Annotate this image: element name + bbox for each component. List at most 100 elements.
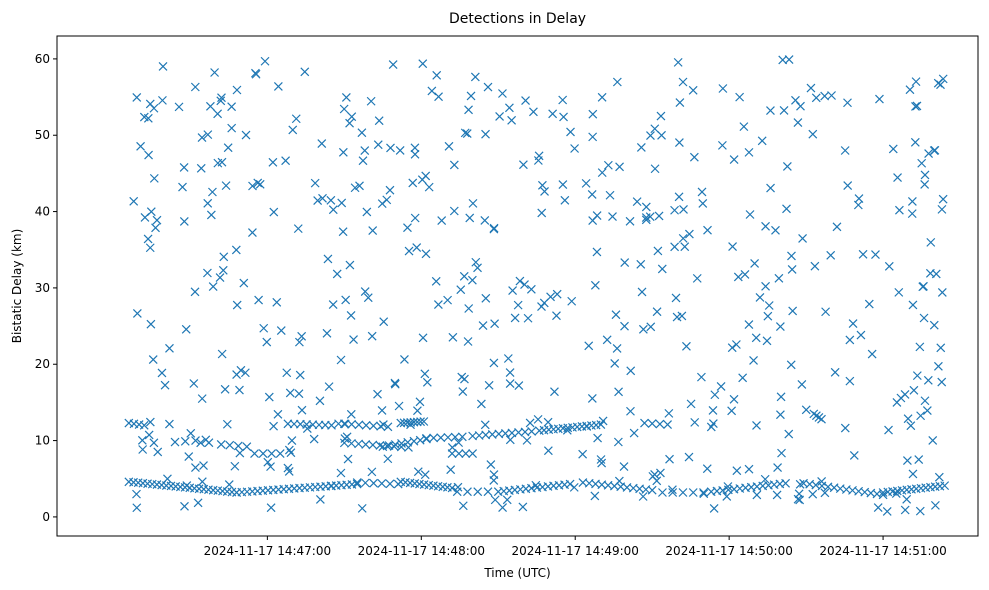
data-point [667, 485, 677, 495]
data-point [732, 466, 742, 476]
data-point [647, 419, 657, 428]
data-point [853, 200, 863, 210]
data-point [907, 209, 917, 219]
data-point [526, 284, 536, 294]
data-point [777, 448, 786, 458]
data-point [849, 450, 859, 460]
data-point [794, 489, 804, 499]
data-point [221, 181, 231, 191]
data-point [164, 419, 174, 429]
data-point [751, 333, 761, 343]
data-point [420, 369, 430, 379]
data-point [797, 380, 807, 389]
data-point [760, 474, 770, 484]
data-point [723, 482, 733, 491]
data-point [727, 406, 737, 416]
data-point [152, 215, 162, 225]
data-point [349, 335, 358, 345]
data-point [929, 320, 939, 330]
data-point [178, 182, 187, 192]
data-point [864, 299, 874, 309]
x-tick-label: 2024-11-17 14:47:00 [204, 544, 331, 558]
data-point [810, 261, 820, 271]
data-point [375, 440, 385, 450]
data-point [893, 173, 902, 183]
data-point [840, 423, 850, 433]
data-point [242, 442, 252, 452]
data-point [273, 82, 283, 91]
data-point [248, 228, 257, 237]
data-point [830, 367, 840, 377]
data-point [679, 205, 688, 214]
data-point [460, 374, 469, 384]
data-point [272, 297, 282, 307]
data-point [197, 477, 207, 487]
data-point [327, 481, 336, 491]
data-point [230, 461, 240, 471]
data-point [513, 300, 523, 310]
data-point [787, 251, 796, 261]
data-point [149, 103, 159, 113]
data-point [367, 331, 377, 341]
data-point [473, 263, 482, 273]
data-point [597, 92, 607, 102]
data-point [250, 449, 259, 458]
data-point [143, 234, 153, 244]
data-point [184, 452, 194, 461]
data-point [674, 192, 684, 202]
data-point [286, 448, 296, 458]
data-point [680, 242, 690, 252]
data-point [652, 476, 662, 486]
data-point [919, 313, 929, 323]
data-point [318, 193, 327, 203]
data-point [717, 140, 727, 150]
data-point [137, 435, 147, 445]
data-point [367, 467, 377, 477]
data-point [217, 349, 227, 359]
data-point [268, 157, 278, 167]
data-point [558, 180, 568, 189]
data-point [781, 478, 791, 488]
data-point [584, 341, 594, 351]
data-point [798, 234, 808, 243]
data-point [703, 225, 712, 235]
data-point [884, 425, 893, 435]
data-point [144, 150, 153, 160]
data-point [313, 196, 323, 206]
data-point [629, 428, 639, 438]
data-point [180, 501, 189, 511]
data-point [420, 470, 430, 480]
data-point [258, 449, 268, 458]
data-point [481, 129, 490, 139]
data-point [592, 247, 602, 257]
data-point [915, 506, 925, 516]
x-tick-label: 2024-11-17 14:50:00 [665, 544, 792, 558]
data-point [891, 489, 901, 498]
data-point [920, 179, 930, 189]
data-point [608, 212, 617, 221]
data-point [933, 361, 943, 371]
data-point [537, 302, 546, 311]
data-point [403, 223, 412, 233]
data-point [317, 139, 327, 149]
data-point [368, 421, 378, 431]
data-point [764, 301, 774, 310]
data-point [757, 136, 767, 146]
data-point [903, 414, 913, 424]
data-point [552, 289, 562, 299]
data-point [408, 178, 418, 188]
data-point [811, 93, 821, 103]
data-point [653, 246, 663, 256]
data-point [287, 436, 297, 446]
data-point [196, 163, 206, 173]
data-point [772, 490, 782, 500]
data-point [160, 380, 170, 390]
data-point [515, 276, 525, 286]
data-point [417, 175, 427, 185]
data-point [347, 438, 356, 448]
data-point [878, 490, 888, 500]
data-point [354, 420, 364, 430]
data-point [779, 105, 789, 115]
data-point [569, 482, 579, 492]
data-point [153, 447, 163, 457]
